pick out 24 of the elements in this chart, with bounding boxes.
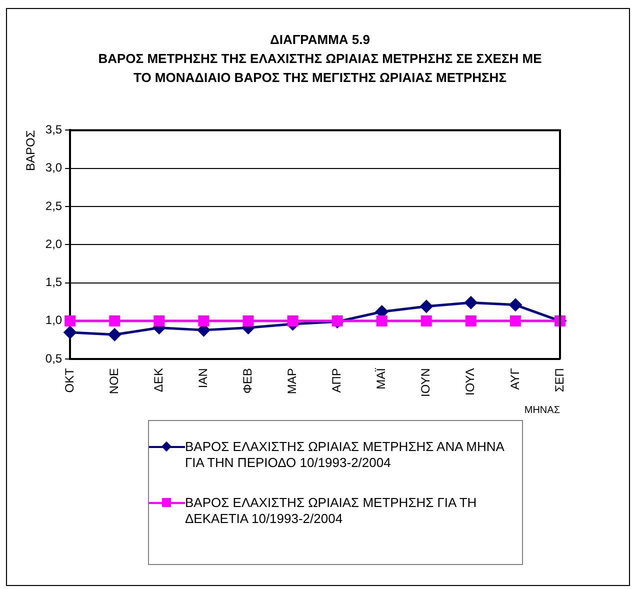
x-tick-label: ΣΕΠ (552, 368, 566, 392)
x-tick-label: ΑΥΓ (508, 368, 522, 390)
y-tick-label: 2,0 (45, 236, 62, 251)
x-tick-label: ΑΠΡ (330, 368, 344, 393)
x-tick-label: ΙΟΥΛ (463, 368, 478, 396)
x-axis-title: ΜΗΝΑΣ (524, 404, 560, 416)
y-tick-label: 0,5 (45, 351, 62, 366)
y-tick-label: 2,5 (45, 198, 62, 213)
y-tick-label: 3,0 (45, 160, 62, 175)
x-tick-label: ΜΑΪ (374, 367, 388, 390)
y-axis-title: ΒΑΡΟΣ (24, 130, 38, 171)
x-tick-label: ΜΑΡ (285, 368, 300, 394)
x-tick-label: ΙΑΝ (196, 368, 210, 388)
x-tick-label: ΟΚΤ (62, 367, 76, 393)
y-tick-label: 1,0 (45, 313, 62, 328)
y-tick-label: 1,5 (45, 275, 62, 290)
legend-label: ΒΑΡΟΣ ΕΛΑΧΙΣΤΗΣ ΩΡΙΑΙΑΣ ΜΕΤΡΗΣΗΣ ΑΝΑ ΜΗΝΑ ΓΙΑ ΤΗΝ ΠΕΡΙΟΔΟ 10/1993-2/2004 (185, 439, 506, 471)
y-tick-label: 3,5 (45, 122, 62, 137)
x-tick-label: ΙΟΥΝ (418, 368, 433, 397)
chart-title: ΔΙΑΓΡΑΜΜΑ 5.9 ΒΑΡΟΣ ΜΕΤΡΗΣΗΣ ΤΗΣ ΕΛΑΧΙΣΤΗΣ ΩΡΙΑΙΑΣ ΜΕΤΡΗΣΗΣ ΣΕ ΣΧΕΣΗ ΜΕ ΤΟ ΜΟΝΑΔΙΑΙΟ ΒΑΡΟΣ ΤΗΣ ΜΕΓΙΣΤΗΣ ΩΡΙΑΙΑΣ ΜΕΤΡΗΣΗΣ (97, 31, 543, 87)
x-tick-label: ΔΕΚ (151, 368, 166, 392)
legend-label: ΒΑΡΟΣ ΕΛΑΧΙΣΤΗΣ ΩΡΙΑΙΑΣ ΜΕΤΡΗΣΗΣ ΓΙΑ ΤΗ ΔΕΚΑΕΤΙΑ 10/1993-2/2004 (185, 495, 478, 527)
x-tick-label: ΦΕΒ (240, 368, 255, 394)
x-tick-label: ΝΟΕ (106, 368, 121, 394)
